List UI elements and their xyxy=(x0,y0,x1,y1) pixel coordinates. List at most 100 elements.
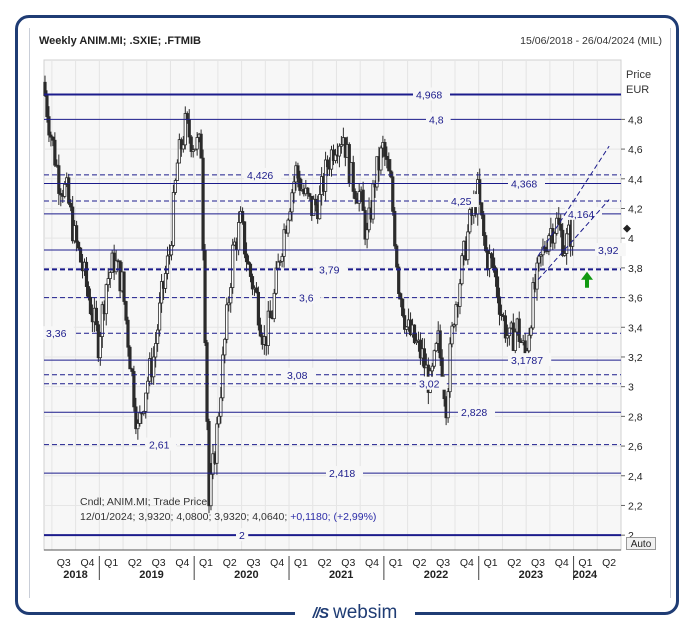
candle-body xyxy=(272,292,276,320)
candle-body xyxy=(108,272,112,279)
candle-body xyxy=(389,170,393,178)
candle-body xyxy=(539,254,543,257)
cursor-info: Cndl; ANIM.MI; Trade Price 12/01/2024; 3… xyxy=(80,495,376,525)
y-tick-label: 2,8 xyxy=(628,411,643,423)
candle-body xyxy=(323,159,328,192)
x-tick-label: Q3 xyxy=(246,557,260,569)
candle-body xyxy=(450,325,454,345)
x-tick-label: Q2 xyxy=(602,557,616,569)
candle-body xyxy=(47,116,51,136)
x-tick-label: Q1 xyxy=(199,557,213,569)
level-label-bg xyxy=(426,112,451,126)
candle-body xyxy=(414,340,419,344)
candle-body xyxy=(286,219,290,234)
candle-body xyxy=(292,181,296,194)
level-label-bg xyxy=(458,405,495,419)
candle-body xyxy=(59,193,63,196)
candle-body xyxy=(337,145,342,157)
candle-body xyxy=(45,95,49,118)
level-label: 4,426 xyxy=(247,170,273,182)
candle-body xyxy=(67,177,71,204)
candle-body xyxy=(308,193,312,197)
candle-body xyxy=(312,198,316,216)
candle-body xyxy=(403,315,407,330)
websim-logo-icon: //S xyxy=(312,604,329,622)
candle-body xyxy=(565,233,569,254)
candle-body xyxy=(203,249,207,344)
candle-body xyxy=(76,241,81,249)
candle-body xyxy=(276,261,280,269)
candle-body xyxy=(405,326,409,330)
candle-body xyxy=(383,142,387,157)
x-tick-label: Q4 xyxy=(270,557,284,569)
candle-body xyxy=(221,354,225,399)
last-price-marker-icon xyxy=(623,224,631,233)
candle-body xyxy=(298,177,302,191)
candle-body xyxy=(412,324,417,344)
y-tick-label: 4,6 xyxy=(628,144,643,156)
x-tick-label: Q3 xyxy=(57,557,71,569)
candle-body xyxy=(159,281,164,304)
level-label: 4,368 xyxy=(511,179,537,191)
y-tick-label: 3,8 xyxy=(628,263,643,275)
candle-body xyxy=(201,157,205,251)
candle-body xyxy=(242,221,247,255)
candle-body xyxy=(138,412,142,424)
y-tick-label: 2 xyxy=(628,530,634,542)
candle-body xyxy=(237,222,241,251)
candle-body xyxy=(94,307,98,326)
candle-body xyxy=(175,162,179,181)
date-range: 15/06/2018 - 26/04/2024 (MIL) xyxy=(520,35,662,47)
candle-body xyxy=(274,267,278,294)
candle-body xyxy=(86,286,91,298)
candle-body xyxy=(256,291,260,326)
level-label: 2,61 xyxy=(149,440,170,452)
candle-body xyxy=(181,144,185,150)
candle-body xyxy=(187,119,191,138)
brand[interactable]: //S websim xyxy=(295,601,415,625)
candle-body xyxy=(432,350,436,367)
auto-scale-button[interactable]: Auto xyxy=(626,537,656,550)
candle-body xyxy=(199,133,203,159)
currency-label: EUR xyxy=(626,84,650,96)
level-label: 4,8 xyxy=(429,114,444,126)
candle-body xyxy=(177,139,181,164)
level-label-bg xyxy=(565,206,602,220)
candle-body xyxy=(395,245,399,268)
candle-body xyxy=(71,206,75,242)
candle-body xyxy=(49,134,53,138)
candle-body xyxy=(531,282,535,329)
y-tick-label: 4,2 xyxy=(628,203,643,215)
candle-body xyxy=(229,287,233,304)
level-label-bg xyxy=(595,243,626,257)
candle-body xyxy=(397,266,401,294)
candle-body xyxy=(78,247,83,263)
level-label-bg xyxy=(508,176,545,190)
candle-body xyxy=(446,391,450,419)
level-label: 3,08 xyxy=(287,370,308,382)
level-label: 3,02 xyxy=(419,379,440,391)
candle-body xyxy=(130,368,134,372)
candle-body xyxy=(88,296,93,315)
candle-body xyxy=(185,113,189,121)
year-label: 2023 xyxy=(519,569,543,581)
level-label-bg xyxy=(284,367,315,381)
candle-body xyxy=(401,298,405,316)
candle-body xyxy=(487,253,492,269)
level-label-bg xyxy=(316,262,347,276)
candle-body xyxy=(482,214,486,236)
candle-body xyxy=(183,113,187,146)
candle-body xyxy=(254,287,259,293)
candle-body xyxy=(468,209,472,233)
x-tick-label: Q2 xyxy=(507,557,521,569)
candle-body xyxy=(244,253,249,263)
y-tick-label: 4,4 xyxy=(628,174,643,186)
candle-body xyxy=(57,165,61,194)
candle-body xyxy=(152,356,156,378)
year-label: 2018 xyxy=(63,569,87,581)
candle-body xyxy=(561,229,565,256)
x-tick-label: Q3 xyxy=(341,557,355,569)
candle-body xyxy=(484,235,488,252)
candle-body xyxy=(211,453,215,475)
